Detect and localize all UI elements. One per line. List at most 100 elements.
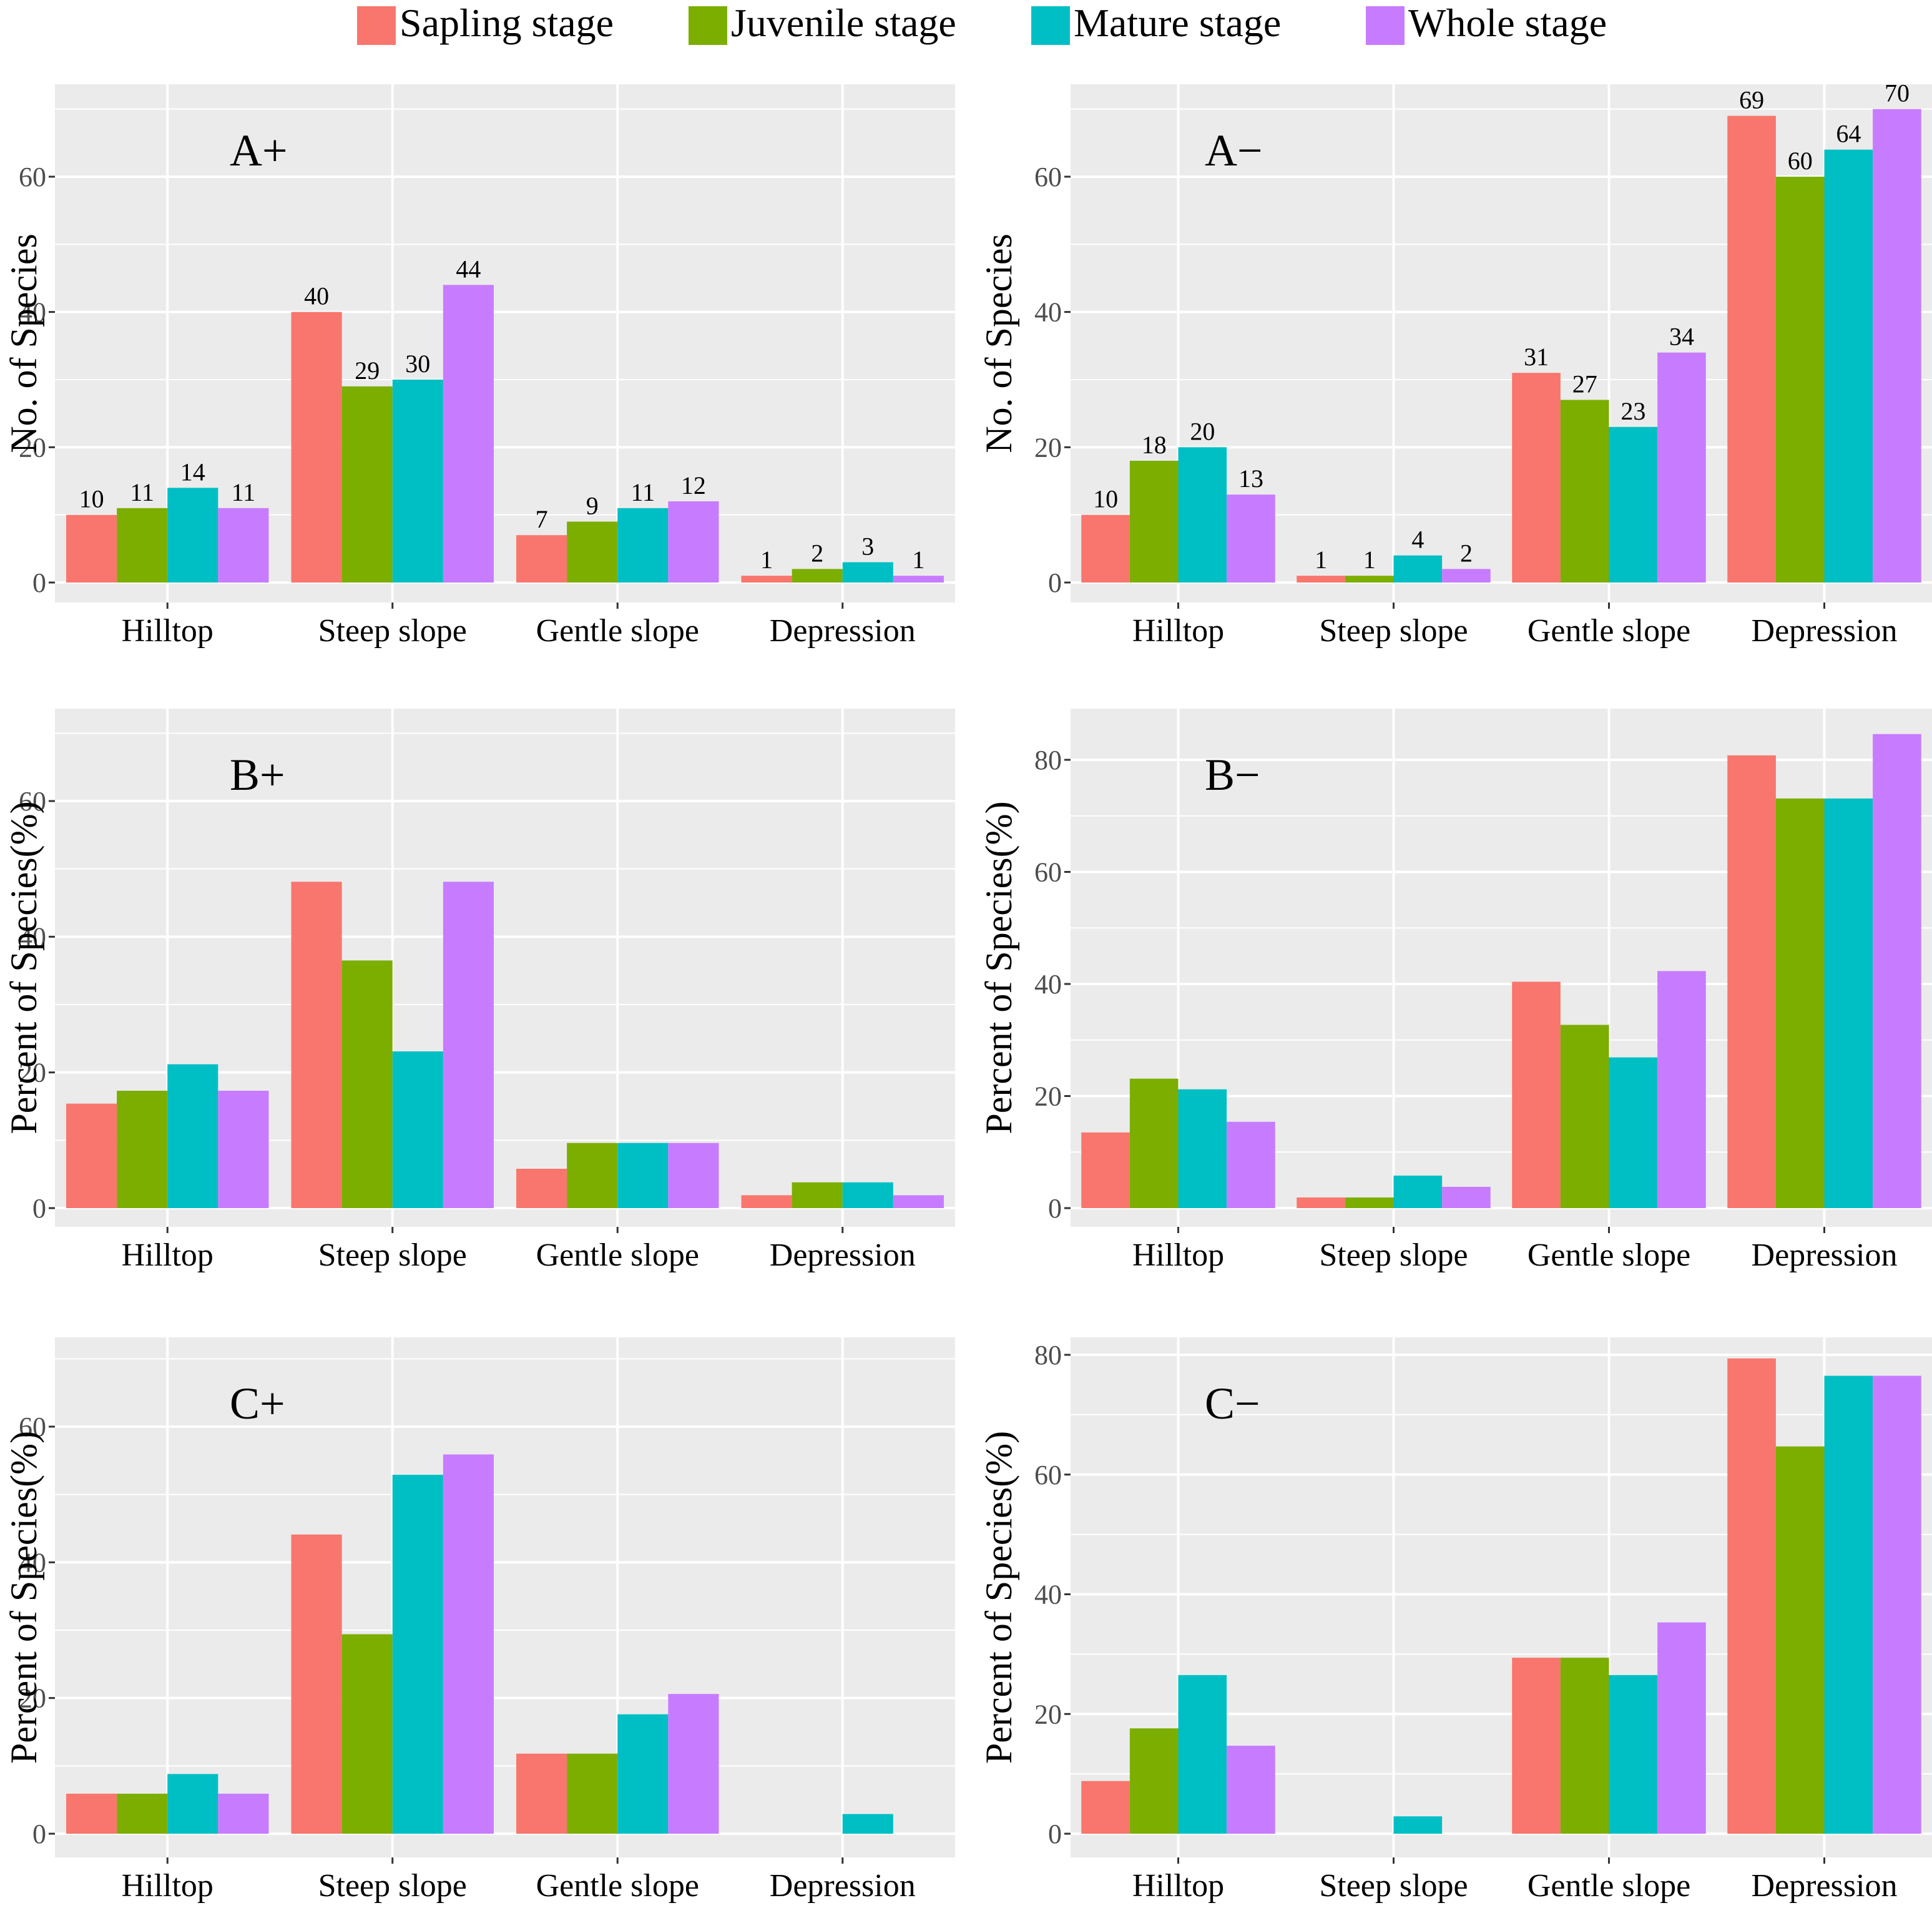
bar-hilltop-sapling-stage <box>1081 1132 1130 1208</box>
value-label: 64 <box>1836 120 1861 148</box>
value-label: 1 <box>912 546 924 574</box>
y-axis-title: Percent of Species(%) <box>3 801 44 1134</box>
legend-item-juvenile-stage: Juvenile stage <box>689 1 956 45</box>
bar-depression-whole-stage <box>893 1195 944 1208</box>
bar-depression-mature-stage <box>1824 1375 1873 1834</box>
bar-steep-slope-mature-stage <box>1393 1175 1443 1208</box>
bar-depression-mature-stage <box>842 1814 893 1834</box>
bar-depression-juvenile-stage <box>1775 177 1825 583</box>
bar-hilltop-juvenile-stage <box>1129 1728 1179 1834</box>
bar-steep-slope-sapling-stage <box>291 1534 342 1834</box>
bar-gentle-slope-mature-stage <box>617 508 669 583</box>
bar-steep-slope-sapling-stage <box>1297 576 1345 583</box>
panel-aplus: 020406010407111299214301131144121Hilltop… <box>3 84 955 649</box>
y-tick-label: 60 <box>19 162 46 192</box>
value-label: 11 <box>631 478 655 506</box>
legend-item-sapling-stage: Sapling stage <box>357 1 614 45</box>
value-label: 1 <box>1315 546 1327 574</box>
bar-steep-slope-whole-stage <box>443 285 494 583</box>
value-label: 1 <box>1363 546 1376 574</box>
value-label: 14 <box>180 458 205 486</box>
x-tick-label: Hilltop <box>1132 613 1224 649</box>
bar-steep-slope-juvenile-stage <box>341 960 393 1208</box>
value-label: 7 <box>536 505 548 533</box>
series-mature-stage <box>167 1475 893 1834</box>
bar-hilltop-whole-stage <box>218 508 269 583</box>
bar-gentle-slope-whole-stage <box>668 501 719 583</box>
y-tick-label: 20 <box>19 432 46 463</box>
x-tick-label: Hilltop <box>1132 1868 1224 1904</box>
y-tick-label: 40 <box>19 922 46 952</box>
value-label: 2 <box>1460 539 1473 567</box>
bar-steep-slope-mature-stage <box>1393 555 1443 583</box>
bar-hilltop-sapling-stage <box>1081 1781 1130 1834</box>
x-tick-label: Depression <box>770 613 916 649</box>
y-axis-title: Percent of Species(%) <box>978 801 1019 1134</box>
series-sapling-stage <box>1081 755 1776 1208</box>
x-tick-label: Hilltop <box>122 1237 213 1273</box>
bar-gentle-slope-mature-stage <box>617 1143 669 1208</box>
series-sapling-stage <box>66 882 792 1208</box>
bar-depression-sapling-stage <box>1727 1358 1776 1834</box>
x-tick-label: Depression <box>770 1237 916 1273</box>
x-tick-label: Gentle slope <box>1527 1237 1690 1273</box>
bar-gentle-slope-whole-stage <box>668 1143 719 1208</box>
bar-steep-slope-juvenile-stage <box>1345 576 1394 583</box>
x-tick-label: Depression <box>1752 1237 1898 1273</box>
bar-gentle-slope-mature-stage <box>1609 426 1658 583</box>
value-label: 2 <box>811 539 823 567</box>
series-whole-stage <box>218 1454 719 1834</box>
x-tick-label: Gentle slope <box>1527 613 1690 649</box>
legend-label: Juvenile stage <box>731 1 956 45</box>
y-tick-label: 0 <box>32 1819 46 1849</box>
panel-aminus: 0 20 40 60 10 1 31 69 18 1 27 60 20 4 23 64 13 2 34 70 Hillt… <box>978 79 1932 649</box>
x-tick-label: Steep slope <box>1319 1237 1468 1273</box>
bar-hilltop-mature-stage <box>1178 447 1227 583</box>
x-tick-label: Steep slope <box>1319 1868 1468 1904</box>
series-mature-stage: 20 4 23 64 <box>1178 120 1873 583</box>
y-axis-title: No. of Species <box>3 234 44 453</box>
legend-swatch <box>357 6 396 45</box>
bar-gentle-slope-sapling-stage <box>1512 373 1561 583</box>
series-juvenile-stage <box>1129 1446 1825 1834</box>
bar-hilltop-mature-stage <box>1178 1089 1227 1208</box>
x-tick-label: Gentle slope <box>1527 1868 1690 1904</box>
y-tick-label: 20 <box>19 1683 46 1714</box>
x-tick-label: Gentle slope <box>536 1868 699 1904</box>
value-label: 18 <box>1142 431 1167 459</box>
value-label: 29 <box>355 357 380 385</box>
bar-depression-sapling-stage <box>741 576 792 583</box>
y-tick-label: 80 <box>1034 745 1062 775</box>
y-axis-title: Percent of Species(%) <box>978 1431 1019 1764</box>
bar-hilltop-sapling-stage <box>66 514 117 583</box>
legend: Sapling stage Juvenile stage Mature stage W… <box>357 1 1607 45</box>
value-label: 12 <box>681 471 706 499</box>
bar-gentle-slope-whole-stage <box>1657 971 1706 1208</box>
bar-hilltop-whole-stage <box>218 1793 269 1834</box>
panel-label: B− <box>1205 750 1260 800</box>
bar-gentle-slope-juvenile-stage <box>567 521 618 583</box>
panel-bminus: 0 20 40 60 80 Hilltop Steep slope Gentle slope D… <box>978 709 1932 1273</box>
value-label: 11 <box>130 478 154 506</box>
bar-gentle-slope-juvenile-stage <box>567 1753 618 1834</box>
bar-hilltop-juvenile-stage <box>117 1793 168 1834</box>
legend-label: Mature stage <box>1074 1 1281 45</box>
x-tick-label: Hilltop <box>122 613 213 649</box>
bar-gentle-slope-whole-stage <box>1657 352 1706 583</box>
bar-depression-sapling-stage <box>1727 755 1776 1208</box>
bar-steep-slope-juvenile-stage <box>341 386 393 583</box>
y-tick-label: 40 <box>1034 1580 1062 1610</box>
bar-steep-slope-mature-stage <box>392 1475 443 1834</box>
bar-depression-mature-stage <box>842 1182 893 1208</box>
value-label: 23 <box>1621 397 1645 425</box>
x-tick-label: Gentle slope <box>536 1237 699 1273</box>
legend-item-mature-stage: Mature stage <box>1031 1 1281 45</box>
bar-hilltop-whole-stage <box>1227 1121 1275 1208</box>
y-axis-title: No. of Species <box>978 234 1019 453</box>
y-tick-label: 0 <box>32 1193 46 1224</box>
legend-label: Whole stage <box>1408 1 1607 45</box>
value-label: 27 <box>1572 370 1597 398</box>
